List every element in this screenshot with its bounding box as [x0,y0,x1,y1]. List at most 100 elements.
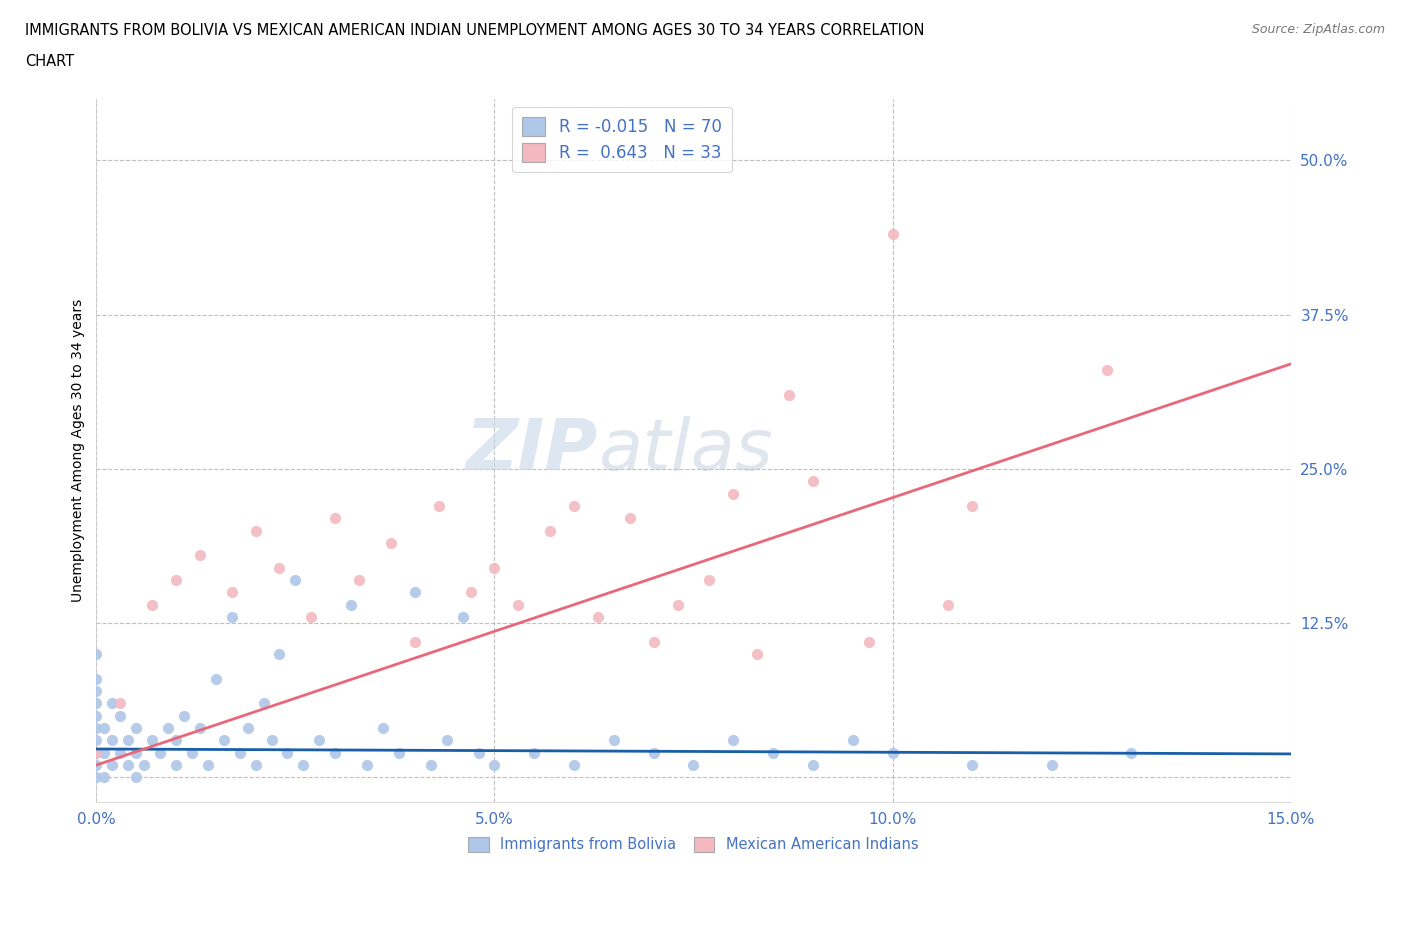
Point [1097,363,1119,378]
Point [204,671,226,686]
Point [380,536,402,551]
Point [682,758,704,773]
Point [269,646,291,661]
Point [841,733,863,748]
Point [340,597,363,612]
Point [371,721,394,736]
Point [801,758,824,773]
Point [86,770,108,785]
Point [86,671,108,686]
Point [86,709,108,724]
Text: Source: ZipAtlas.com: Source: ZipAtlas.com [1251,23,1385,36]
Point [586,609,609,624]
Point [1121,745,1143,760]
Point [134,758,156,773]
Point [110,745,132,760]
Point [245,758,267,773]
Point [125,721,148,736]
Point [436,733,458,748]
Text: atlas: atlas [598,416,772,485]
Point [86,721,108,736]
Point [323,511,346,525]
Text: IMMIGRANTS FROM BOLIVIA VS MEXICAN AMERICAN INDIAN UNEMPLOYMENT AMONG AGES 30 TO: IMMIGRANTS FROM BOLIVIA VS MEXICAN AMERI… [25,23,925,38]
Point [228,745,250,760]
Point [125,745,148,760]
Point [284,573,307,588]
Point [451,609,474,624]
Point [427,498,450,513]
Point [86,684,108,698]
Point [1040,758,1063,773]
Point [93,770,115,785]
Point [308,733,330,748]
Point [699,573,721,588]
Point [110,696,132,711]
Text: CHART: CHART [25,54,75,69]
Point [762,745,785,760]
Point [467,745,489,760]
Point [117,733,139,748]
Point [86,745,108,760]
Point [93,721,115,736]
Point [882,227,904,242]
Point [156,721,179,736]
Point [508,597,530,612]
Point [101,758,124,773]
Point [117,758,139,773]
Point [404,634,426,649]
Point [562,498,585,513]
Point [197,758,219,773]
Point [778,388,800,403]
Point [858,634,880,649]
Point [882,745,904,760]
Point [801,473,824,488]
Point [86,696,108,711]
Point [188,548,211,563]
Point [538,524,561,538]
Point [299,609,322,624]
Point [723,486,745,501]
Point [101,733,124,748]
Point [603,733,626,748]
Point [619,511,641,525]
Point [110,709,132,724]
Point [141,597,163,612]
Point [523,745,546,760]
Y-axis label: Unemployment Among Ages 30 to 34 years: Unemployment Among Ages 30 to 34 years [72,299,86,602]
Point [221,609,243,624]
Point [484,758,506,773]
Point [460,585,482,600]
Point [388,745,411,760]
Point [86,646,108,661]
Point [723,733,745,748]
Point [666,597,689,612]
Point [276,745,298,760]
Point [419,758,441,773]
Point [149,745,172,760]
Point [404,585,426,600]
Point [960,758,983,773]
Point [245,524,267,538]
Point [125,770,148,785]
Point [188,721,211,736]
Point [236,721,259,736]
Point [643,634,665,649]
Point [356,758,378,773]
Point [323,745,346,760]
Point [347,573,370,588]
Text: ZIP: ZIP [465,416,598,485]
Point [165,758,187,773]
Point [86,758,108,773]
Point [212,733,235,748]
Point [252,696,274,711]
Point [141,733,163,748]
Point [269,560,291,575]
Point [101,696,124,711]
Point [960,498,983,513]
Point [260,733,283,748]
Point [643,745,665,760]
Point [747,646,769,661]
Point [562,758,585,773]
Point [180,745,202,760]
Point [936,597,959,612]
